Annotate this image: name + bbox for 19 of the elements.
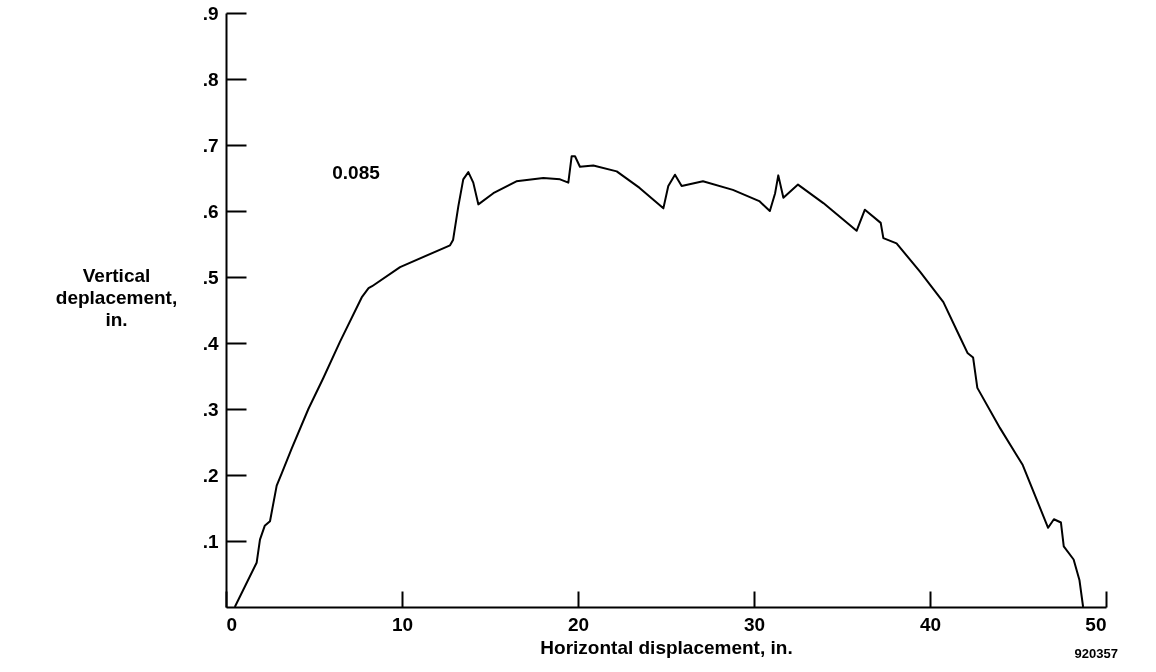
annotation: 0.085 xyxy=(332,162,381,183)
x-tick-label: 40 xyxy=(919,613,942,635)
y-tick-label: .6 xyxy=(202,200,219,222)
y-axis-title: Vertical deplacement, in. xyxy=(55,264,178,330)
y-tick-label: .5 xyxy=(202,266,219,288)
y-tick-label: .9 xyxy=(202,2,219,24)
y-tick-label: .2 xyxy=(202,464,219,486)
y-tick-label: .4 xyxy=(202,332,219,354)
x-tick-label: 30 xyxy=(743,613,766,635)
y-tick-label: .3 xyxy=(202,398,219,420)
y-tick-label: .7 xyxy=(202,134,219,156)
text: 920357 xyxy=(1074,646,1118,661)
x-tick-label: 0 xyxy=(226,613,238,635)
x-axis-title: Horizontal displacement, in. xyxy=(540,636,793,658)
y-tick-label: .8 xyxy=(202,68,219,90)
x-tick-label: 10 xyxy=(391,613,414,635)
x-tick-label: 20 xyxy=(567,613,590,635)
x-tick-label: 50 xyxy=(1085,613,1107,635)
y-tick-label: .1 xyxy=(202,530,219,552)
